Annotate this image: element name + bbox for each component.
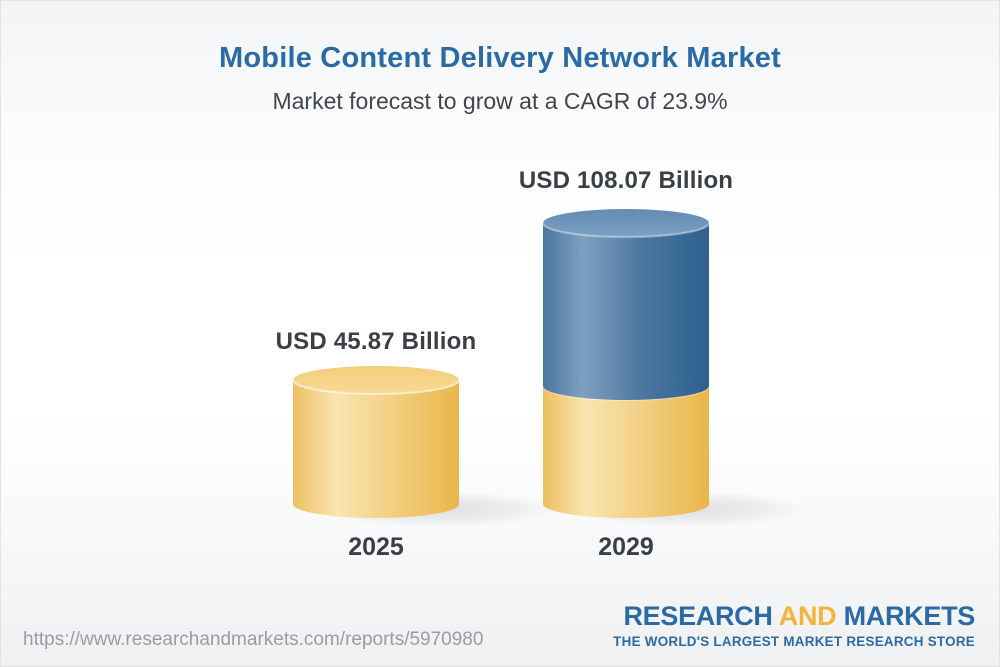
bar-2029-growth-segment	[543, 223, 709, 400]
research-and-markets-logo: RESEARCH AND MARKETS THE WORLD'S LARGEST…	[613, 601, 975, 649]
logo-word-research: RESEARCH	[623, 601, 773, 631]
category-label-2029: 2029	[598, 533, 654, 561]
value-label-2025: USD 45.87 Billion	[275, 328, 477, 355]
report-url: https://www.researchandmarkets.com/repor…	[23, 629, 484, 650]
bar-2025-top-ellipse	[293, 366, 459, 394]
logo-word-and: AND	[778, 601, 837, 631]
logo-wordmark: RESEARCH AND MARKETS	[613, 601, 975, 632]
category-label-2025: 2025	[348, 533, 404, 561]
logo-word-markets: MARKETS	[843, 601, 976, 631]
bar-2025-cylinder	[291, 366, 461, 518]
bar-2029-base-segment	[543, 386, 709, 518]
page-subtitle: Market forecast to grow at a CAGR of 23.…	[272, 88, 728, 114]
bar-2025-body	[293, 380, 459, 518]
value-label-2029: USD 108.07 Billion	[518, 167, 734, 194]
bar-2029-cylinder	[541, 209, 711, 518]
bar-2025-rim-highlight	[291, 379, 461, 396]
bar-2029-rim-highlight	[541, 222, 711, 239]
logo-tagline: THE WORLD'S LARGEST MARKET RESEARCH STOR…	[613, 634, 975, 649]
bar-2029-top-ellipse	[543, 209, 709, 237]
page-title: Mobile Content Delivery Network Market	[219, 42, 781, 74]
